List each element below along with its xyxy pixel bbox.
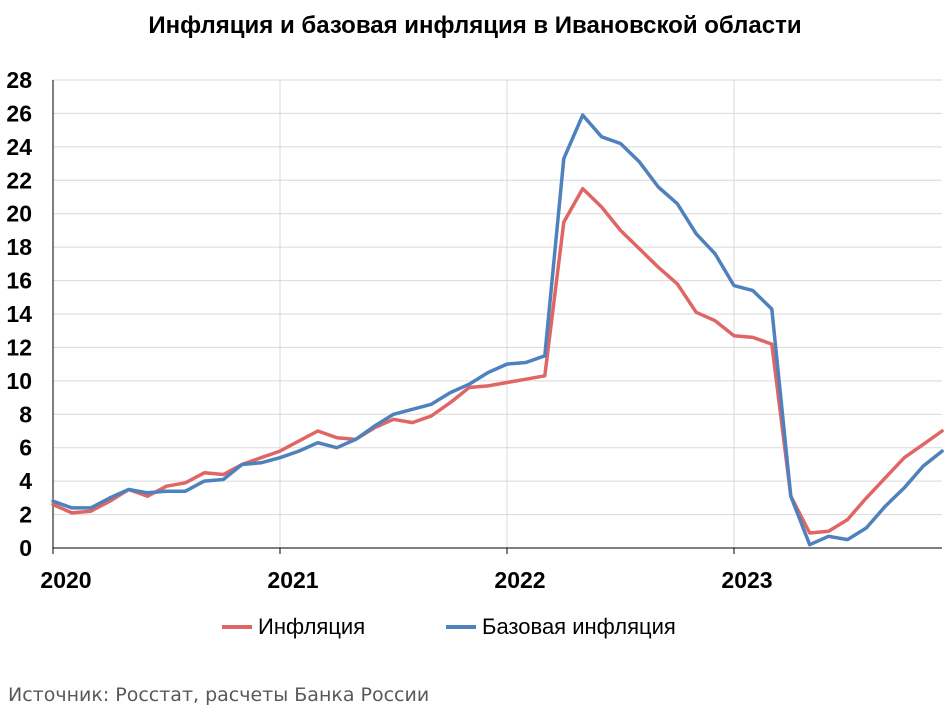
series-line-core-inflation [51,113,944,547]
chart-title: Инфляция и базовая инфляция в Ивановской… [148,12,802,39]
legend-label-inflation: Инфляция [258,614,366,639]
y-tick-label-18: 18 [6,234,32,260]
y-tick-label-16: 16 [6,268,32,294]
legend-swatch-inflation [222,625,252,629]
x-tick-label-2022: 2022 [494,567,545,593]
y-tick-label-10: 10 [6,368,32,394]
y-tick-label-26: 26 [6,100,32,126]
legend-swatch-core-inflation [446,625,476,629]
legend-item-core-inflation: Базовая инфляция [446,614,676,640]
y-tick-label-6: 6 [19,435,32,461]
y-tick-label-14: 14 [6,301,32,327]
y-tick-label-24: 24 [6,134,32,160]
y-tick-label-28: 28 [6,67,32,93]
y-tick-label-22: 22 [6,167,32,193]
x-tick-label-2020: 2020 [40,567,91,593]
source-note: Источник: Росстат, расчеты Банка России [8,684,430,706]
x-tick-label-2023: 2023 [721,567,772,593]
y-tick-label-12: 12 [6,334,32,360]
legend: Инфляция Базовая инфляция [0,614,950,644]
x-tick-label-2021: 2021 [267,567,318,593]
y-tick-label-20: 20 [6,201,32,227]
y-tick-label-4: 4 [19,468,32,494]
legend-label-core-inflation: Базовая инфляция [482,614,676,639]
y-tick-label-8: 8 [19,401,32,427]
y-tick-label-0: 0 [19,535,32,561]
legend-item-inflation: Инфляция [222,614,365,640]
y-tick-label-2: 2 [19,502,32,528]
